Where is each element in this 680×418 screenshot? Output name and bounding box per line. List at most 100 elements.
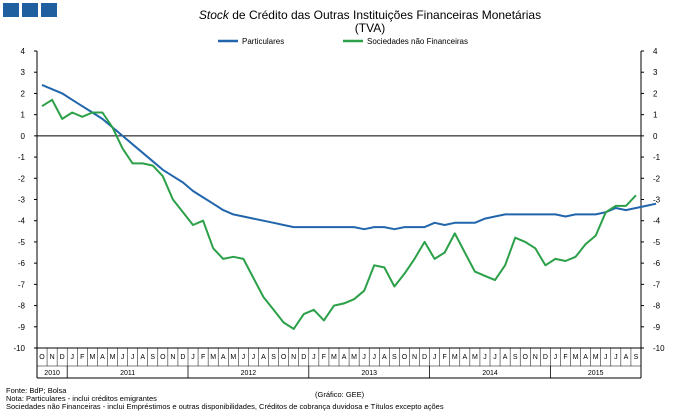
month-label: J [433, 354, 437, 361]
y-tick-label-left: -10 [13, 344, 25, 353]
month-label: J [372, 354, 376, 361]
chart-credit: (Gráfico: GEE) [315, 390, 365, 399]
year-label: 2015 [588, 370, 604, 377]
y-tick-label-right: 4 [653, 47, 658, 56]
month-label: J [362, 354, 366, 361]
y-tick-label-left: 0 [21, 132, 26, 141]
year-label: 2011 [120, 370, 135, 377]
month-label: D [543, 354, 548, 361]
title-line2: (TVA) [354, 21, 386, 35]
month-label: O [523, 354, 529, 361]
chart-title: Stock de Crédito das Outras Instituições… [150, 9, 590, 35]
month-label: S [271, 354, 276, 361]
month-label: J [604, 354, 608, 361]
month-label: A [382, 354, 387, 361]
y-tick-label-right: 0 [653, 132, 658, 141]
month-label: J [312, 354, 316, 361]
month-label: A [342, 354, 347, 361]
logo-block [3, 3, 19, 17]
month-label: A [503, 354, 508, 361]
month-label: A [100, 354, 105, 361]
y-tick-label-right: -2 [653, 174, 661, 183]
month-label: J [70, 354, 74, 361]
y-tick-label-left: 4 [21, 47, 26, 56]
month-label: J [493, 354, 497, 361]
month-label: N [170, 354, 175, 361]
month-label: J [614, 354, 618, 361]
month-label: J [121, 354, 125, 361]
month-label: M [472, 354, 478, 361]
month-label: F [563, 354, 567, 361]
title-text: de Crédito das Outras Instituições Finan… [228, 8, 542, 22]
month-label: F [201, 354, 205, 361]
series-line-sociedades [41, 98, 637, 330]
month-label: O [402, 354, 408, 361]
month-label: M [593, 354, 599, 361]
y-tick-label-left: 2 [21, 89, 26, 98]
y-tick-label-right: 1 [653, 111, 658, 120]
month-label: M [351, 354, 357, 361]
month-label: O [281, 354, 287, 361]
month-label: D [422, 354, 427, 361]
month-label: A [624, 354, 629, 361]
title-italic: Stock [198, 8, 229, 22]
legend-label: Particulares [242, 37, 284, 46]
y-tick-label-right: -10 [653, 344, 665, 353]
y-tick-label-right: 3 [653, 68, 658, 77]
logo-block [41, 3, 57, 17]
month-label: M [210, 354, 216, 361]
y-tick-label-right: -9 [653, 323, 661, 332]
logo [3, 3, 57, 17]
footnote-sociedades: Sociedades não Financeiras - inclui Empr… [6, 402, 444, 411]
y-tick-label-left: 1 [21, 111, 26, 120]
month-label: S [150, 354, 155, 361]
footnote-particulares: Nota: Particulares - inclui créditos emi… [6, 394, 157, 403]
month-label: F [443, 354, 447, 361]
y-tick-label-left: -5 [18, 238, 26, 247]
y-tick-label-left: 3 [21, 68, 26, 77]
series-line-particulares [41, 83, 657, 231]
logo-block [22, 3, 38, 17]
y-tick-label-right: -6 [653, 259, 661, 268]
month-label: J [554, 354, 558, 361]
month-label: M [573, 354, 579, 361]
y-tick-label-left: -7 [18, 280, 26, 289]
y-tick-label-right: -4 [653, 217, 661, 226]
y-tick-label-left: -2 [18, 174, 26, 183]
month-label: F [80, 354, 84, 361]
y-tick-label-right: -8 [653, 302, 661, 311]
month-label: A [583, 354, 588, 361]
month-label: N [50, 354, 55, 361]
y-tick-label-right: -7 [653, 280, 661, 289]
y-tick-label-right: 2 [653, 89, 658, 98]
month-label: J [252, 354, 256, 361]
month-label: A [261, 354, 266, 361]
month-label: J [191, 354, 195, 361]
month-label: M [230, 354, 236, 361]
month-label: D [60, 354, 65, 361]
y-tick-label-left: -6 [18, 259, 26, 268]
month-label: F [322, 354, 326, 361]
month-label: N [533, 354, 538, 361]
month-label: O [160, 354, 166, 361]
month-label: J [131, 354, 135, 361]
year-label: 2012 [241, 370, 257, 377]
y-tick-label-left: -1 [18, 153, 26, 162]
legend-label: Sociedades não Financeiras [367, 37, 468, 46]
month-label: A [221, 354, 226, 361]
month-label: M [331, 354, 337, 361]
month-label: J [483, 354, 487, 361]
month-label: O [39, 354, 45, 361]
month-label: M [452, 354, 458, 361]
y-tick-label-left: -9 [18, 323, 26, 332]
month-label: D [180, 354, 185, 361]
year-label: 2013 [361, 370, 377, 377]
month-label: D [301, 354, 306, 361]
month-label: M [110, 354, 116, 361]
month-label: A [462, 354, 467, 361]
year-label: 2010 [44, 370, 60, 377]
y-tick-label-right: -5 [653, 238, 661, 247]
y-tick-label-left: -8 [18, 302, 26, 311]
month-label: J [242, 354, 246, 361]
month-label: A [140, 354, 145, 361]
